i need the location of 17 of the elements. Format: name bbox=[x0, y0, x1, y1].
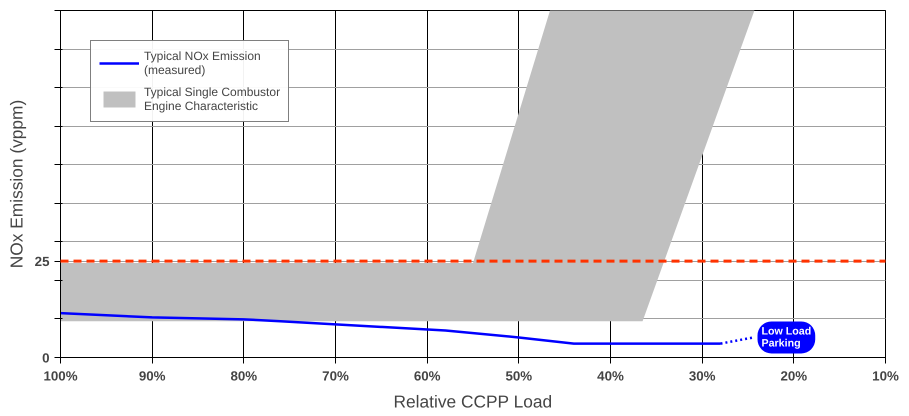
x-tick-label: 10% bbox=[872, 368, 899, 384]
y-tick-label: 0 bbox=[42, 350, 50, 366]
x-tick-label: 60% bbox=[414, 368, 441, 384]
x-tick-label: 50% bbox=[505, 368, 532, 384]
legend-label: Typical NOx Emission (measured) bbox=[144, 49, 261, 77]
x-tick-label: 20% bbox=[780, 368, 808, 384]
y-tick-label: 25 bbox=[34, 254, 50, 270]
x-tick-label: 80% bbox=[230, 368, 258, 384]
x-axis-title: Relative CCPP Load bbox=[394, 392, 552, 412]
annotation: Low Load Parking bbox=[762, 325, 812, 350]
y-axis-title: NOx Emission (vppm) bbox=[6, 100, 27, 268]
x-tick-label: 100% bbox=[43, 368, 78, 384]
x-tick-label: 70% bbox=[322, 368, 349, 384]
legend-label: Typical Single Combustor Engine Characteristic bbox=[144, 85, 280, 113]
x-tick-label: 40% bbox=[597, 368, 624, 384]
x-tick-label: 90% bbox=[138, 368, 166, 384]
x-tick-label: 30% bbox=[688, 368, 716, 384]
